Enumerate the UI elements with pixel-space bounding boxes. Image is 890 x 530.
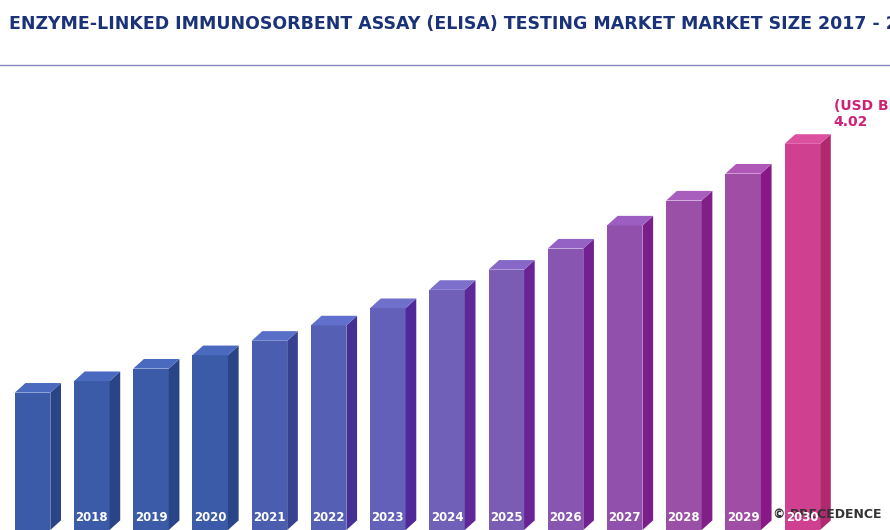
Polygon shape [109, 372, 120, 530]
Polygon shape [406, 298, 417, 530]
Polygon shape [311, 316, 357, 325]
Polygon shape [134, 359, 180, 369]
Text: 2024: 2024 [431, 511, 464, 524]
Polygon shape [252, 331, 298, 341]
Text: 2023: 2023 [372, 511, 404, 524]
Polygon shape [134, 369, 169, 530]
Text: 2019: 2019 [134, 511, 167, 524]
Text: 2029: 2029 [727, 511, 759, 524]
Text: 2026: 2026 [549, 511, 582, 524]
Polygon shape [547, 239, 594, 249]
Polygon shape [252, 341, 287, 530]
Polygon shape [465, 280, 475, 530]
Polygon shape [370, 298, 417, 308]
Text: 2021: 2021 [253, 511, 286, 524]
Polygon shape [169, 359, 180, 530]
Polygon shape [74, 372, 120, 381]
Polygon shape [607, 216, 653, 225]
Text: 2020: 2020 [194, 511, 226, 524]
Text: (USD BIL: (USD BIL [834, 99, 890, 113]
Text: 2028: 2028 [668, 511, 700, 524]
Polygon shape [701, 191, 712, 530]
Polygon shape [643, 216, 653, 530]
Polygon shape [761, 164, 772, 530]
Text: 2018: 2018 [76, 511, 108, 524]
Text: 2025: 2025 [490, 511, 522, 524]
Polygon shape [489, 260, 535, 270]
Text: © PRECEDENCE: © PRECEDENCE [773, 508, 881, 521]
Text: 2022: 2022 [312, 511, 345, 524]
Polygon shape [15, 383, 61, 393]
Polygon shape [74, 381, 109, 530]
Polygon shape [311, 325, 346, 530]
Polygon shape [785, 134, 830, 144]
Polygon shape [228, 346, 239, 530]
Text: 2030: 2030 [786, 511, 819, 524]
Polygon shape [192, 346, 239, 355]
Polygon shape [429, 290, 465, 530]
Polygon shape [547, 249, 583, 530]
Polygon shape [370, 308, 406, 530]
Polygon shape [15, 393, 51, 530]
Text: 2027: 2027 [609, 511, 641, 524]
Polygon shape [287, 331, 298, 530]
Text: 4.02: 4.02 [834, 116, 868, 129]
Polygon shape [524, 260, 535, 530]
Polygon shape [667, 200, 701, 530]
Text: ENZYME-LINKED IMMUNOSORBENT ASSAY (ELISA) TESTING MARKET MARKET SIZE 2017 - 2030: ENZYME-LINKED IMMUNOSORBENT ASSAY (ELISA… [9, 15, 890, 33]
Polygon shape [820, 134, 830, 530]
Polygon shape [667, 191, 712, 200]
Polygon shape [51, 383, 61, 530]
Polygon shape [785, 144, 820, 530]
Polygon shape [583, 239, 594, 530]
Polygon shape [429, 280, 475, 290]
Polygon shape [607, 225, 643, 530]
Polygon shape [725, 174, 761, 530]
Polygon shape [725, 164, 772, 174]
Polygon shape [192, 355, 228, 530]
Polygon shape [346, 316, 357, 530]
Polygon shape [489, 270, 524, 530]
